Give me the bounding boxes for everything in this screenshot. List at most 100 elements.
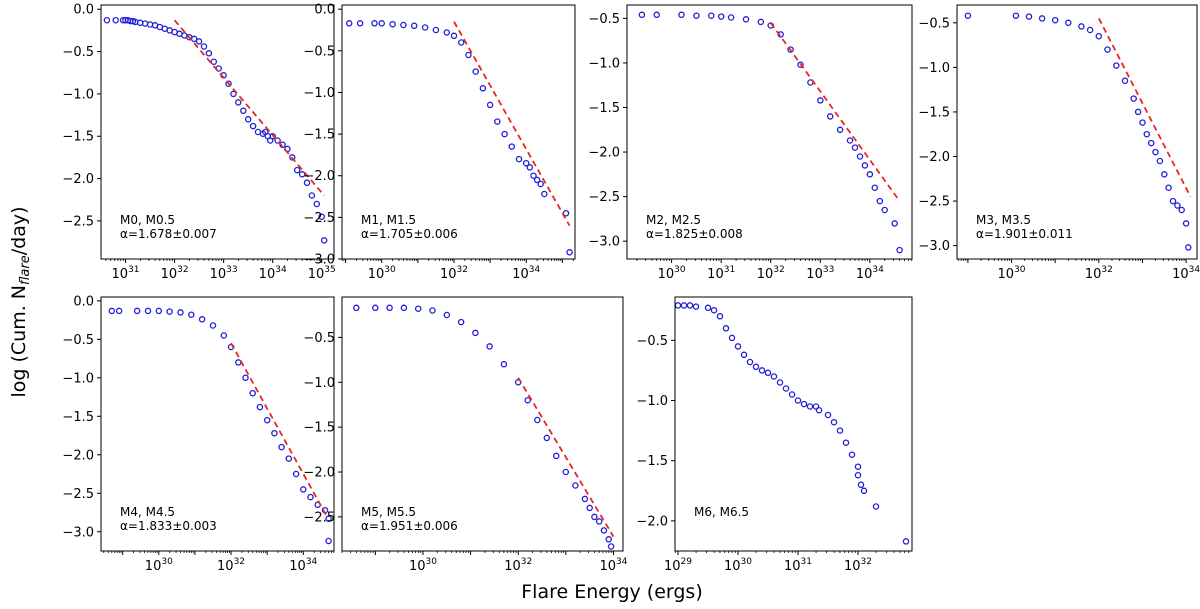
data-point — [693, 12, 700, 19]
panel-label: M3, M3.5 — [976, 213, 1031, 227]
data-point — [881, 206, 888, 214]
data-point — [356, 20, 364, 27]
data-point — [851, 144, 859, 151]
data-point — [1178, 206, 1185, 214]
x-tick-exponent: 34 — [872, 265, 884, 275]
alpha-label: α=1.705±0.006 — [361, 227, 458, 241]
data-point — [472, 68, 479, 75]
y-tick-label: −0.5 — [588, 12, 620, 27]
y-tick-label: −1.5 — [62, 130, 94, 145]
x-tick-label: 1034 — [289, 557, 317, 574]
y-tick-label: −2.5 — [303, 211, 335, 226]
data-point — [410, 22, 418, 30]
data-point — [708, 12, 715, 19]
y-tick-label: −2.0 — [588, 146, 620, 161]
y-tick-label: −2.5 — [303, 510, 335, 525]
data-point — [220, 332, 228, 339]
data-point — [686, 302, 694, 309]
data-point — [727, 14, 735, 21]
x-tick-exponent: 32 — [1101, 265, 1112, 275]
data-point — [854, 471, 862, 479]
data-point — [794, 397, 802, 404]
data-point — [1051, 16, 1059, 24]
data-point — [1025, 13, 1033, 20]
panel-label: M4, M4.5 — [120, 505, 175, 519]
data-point — [486, 101, 494, 109]
data-point — [871, 184, 879, 191]
data-point — [1156, 157, 1164, 165]
y-tick-label: −2.0 — [303, 466, 335, 481]
data-point — [1169, 197, 1177, 205]
x-tick-label: 1034 — [259, 265, 287, 282]
x-tick-exponent: 31 — [801, 557, 812, 567]
x-tick-exponent: 33 — [226, 265, 237, 275]
x-tick-exponent: 33 — [823, 265, 834, 275]
data-point — [740, 351, 748, 359]
y-tick-label: −3.0 — [62, 525, 94, 540]
x-tick-exponent: 30 — [674, 265, 686, 275]
data-point — [501, 130, 508, 138]
data-point — [103, 16, 111, 24]
panel-7: 1029 1030 1031 1032 −0.5 −1.0 −1.5 −2.0 M6, M6.5 — [636, 296, 913, 574]
data-point — [1078, 23, 1085, 30]
data-point — [776, 379, 784, 386]
x-tick-exponent: 34 — [529, 265, 541, 275]
x-tick-exponent: 31 — [128, 265, 139, 275]
x-tick-exponent: 32 — [521, 557, 532, 567]
data-point — [479, 85, 487, 92]
data-point — [824, 411, 832, 419]
data-point — [757, 18, 765, 26]
data-point — [1130, 95, 1137, 102]
axes-frame — [341, 4, 576, 260]
panel-1: 1031 1032 1033 1034 1035 0.0 −0.5 −1.0 −1.5 −2.0 −… — [62, 3, 335, 282]
data-point — [1185, 244, 1192, 251]
data-point — [797, 61, 804, 68]
data-point — [541, 190, 548, 198]
data-point — [586, 504, 593, 512]
data-point — [674, 302, 682, 309]
y-tick-label: −2.5 — [918, 195, 950, 210]
x-tick-label: 1034 — [512, 265, 540, 282]
y-tick-label: −0.5 — [303, 44, 335, 59]
panel-2: 1030 1032 1034 0.0 −0.5 −1.0 −1.5 −2.0 −2.5 −3.0 M… — [303, 3, 576, 282]
axes-frame — [956, 4, 1198, 260]
data-point — [848, 451, 856, 458]
y-tick-label: −2.0 — [62, 172, 94, 187]
x-tick-exponent: 30 — [426, 557, 438, 567]
data-point — [115, 307, 123, 315]
y-tick-label: −2.5 — [62, 487, 94, 502]
y-tick-label: −3.0 — [303, 253, 335, 268]
data-point — [543, 434, 551, 442]
data-point — [595, 518, 603, 525]
data-point — [734, 343, 742, 350]
data-point — [429, 307, 436, 314]
data-point — [378, 20, 385, 27]
axes-frame — [341, 296, 624, 552]
data-point — [1121, 77, 1129, 85]
data-point — [1139, 119, 1146, 126]
x-tick-exponent: 34 — [306, 557, 318, 567]
x-tick-exponent: 32 — [234, 557, 245, 567]
axes-frame — [626, 4, 913, 260]
data-point — [856, 153, 864, 160]
data-point — [472, 329, 479, 337]
y-tick-label: −0.5 — [62, 45, 94, 60]
x-tick-label: 1030 — [409, 557, 437, 574]
data-point — [166, 308, 173, 315]
data-point — [842, 439, 850, 446]
data-point — [800, 400, 808, 408]
fit-line — [517, 377, 615, 538]
data-point — [432, 26, 440, 34]
data-point — [500, 361, 508, 368]
x-tick-label: 1034 — [599, 557, 627, 574]
data-point — [249, 122, 257, 130]
data-point — [526, 164, 534, 171]
y-tick-label: −2.0 — [636, 514, 668, 529]
data-point — [866, 171, 874, 178]
x-tick-label: 1034 — [856, 265, 884, 282]
data-point — [240, 107, 247, 115]
y-tick-label: −1.0 — [303, 376, 335, 391]
x-tick-label: 1035 — [308, 265, 336, 282]
data-point — [285, 455, 293, 462]
data-point — [806, 403, 814, 410]
